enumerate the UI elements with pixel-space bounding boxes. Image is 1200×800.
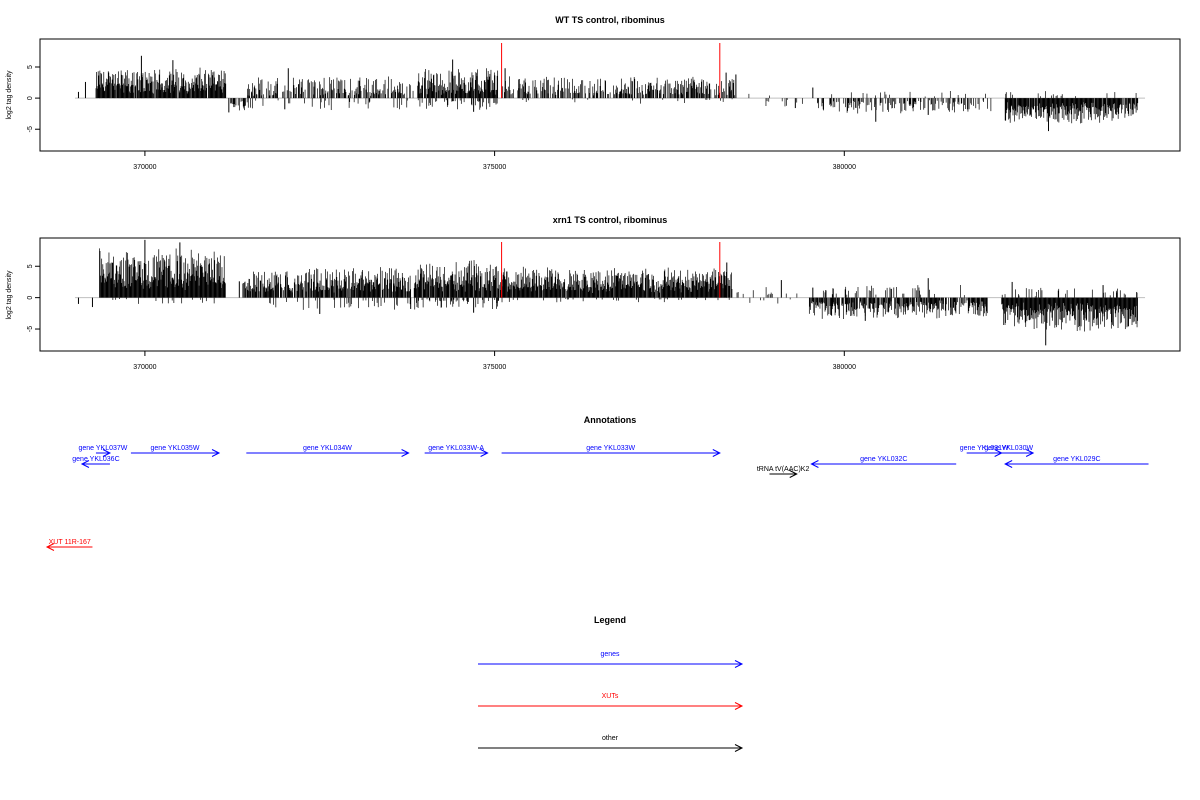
legend-arrow-head bbox=[734, 744, 744, 752]
wt-y-tick-label: 0 bbox=[27, 96, 34, 100]
annotation-feature: gene YKL036C bbox=[72, 456, 120, 468]
xrn1-y-tick-label: 5 bbox=[27, 264, 34, 268]
xrn1-panel-title: xrn1 TS control, ribominus bbox=[553, 215, 668, 225]
annotation-label: gene YKL035W bbox=[151, 445, 200, 452]
legend-item-label: other bbox=[602, 735, 619, 742]
wt-bar-group bbox=[74, 55, 1146, 132]
wt-ylabel: log2 tag density bbox=[6, 70, 13, 120]
annotation-label: gene YKL036C bbox=[72, 456, 119, 463]
wt-x-tick-label: 375000 bbox=[483, 164, 506, 171]
legend-item: XUTs bbox=[478, 693, 744, 710]
annotation-feature: gene YKL032C bbox=[810, 456, 957, 468]
legend-items: genes XUTs other bbox=[478, 651, 744, 752]
legend-item: other bbox=[478, 735, 744, 752]
annotation-arrow-head bbox=[102, 449, 112, 457]
wt-x-tick-label: 370000 bbox=[133, 164, 156, 171]
annotation-features: gene YKL037W gene YKL036C gene YKL035W gene… bbox=[45, 445, 1149, 551]
xrn1-bar-group bbox=[74, 239, 1146, 346]
annotation-arrow-head bbox=[1025, 449, 1035, 457]
wt-y-tick-label: -5 bbox=[27, 126, 34, 132]
xrn1-x-tick-label: 375000 bbox=[483, 364, 506, 371]
annotation-feature: tRNA tV(AAC)K2 bbox=[757, 466, 810, 478]
xrn1-marker-lines bbox=[501, 242, 721, 298]
wt-x-tick-label: 380000 bbox=[833, 164, 856, 171]
annotation-arrow-head bbox=[712, 449, 721, 457]
annotation-label: gene YKL030W bbox=[984, 445, 1033, 452]
xrn1-density-panel: xrn1 TS control, ribominus log2 tag dens… bbox=[6, 215, 1181, 371]
wt-x-axis: 370000 375000 380000 bbox=[133, 150, 856, 171]
annotation-arrow-head bbox=[401, 449, 410, 457]
xrn1-y-tick-label: -5 bbox=[27, 326, 34, 332]
annotation-feature: gene YKL035W bbox=[130, 445, 221, 457]
annotations-title: Annotations bbox=[584, 415, 637, 425]
annotation-feature: gene YKL029C bbox=[1004, 456, 1149, 468]
annotation-label: tRNA tV(AAC)K2 bbox=[757, 466, 810, 473]
wt-density-panel: WT TS control, ribominus log2 tag densit… bbox=[6, 15, 1181, 171]
annotation-arrow-head bbox=[789, 470, 798, 478]
wt-panel-title: WT TS control, ribominus bbox=[555, 15, 665, 25]
annotation-feature: gene YKL033W-A bbox=[424, 445, 489, 457]
legend-arrow-head bbox=[734, 702, 744, 710]
wt-y-axis: -5 0 5 bbox=[27, 65, 41, 132]
legend-item-label: genes bbox=[600, 651, 620, 658]
xrn1-x-tick-label: 370000 bbox=[133, 364, 156, 371]
wt-marker-lines bbox=[501, 43, 721, 99]
annotation-feature: gene YKL034W bbox=[246, 445, 410, 457]
annotation-feature: gene YKL037W bbox=[78, 445, 128, 457]
annotation-label: gene YKL032C bbox=[860, 456, 907, 463]
annotation-arrow-head bbox=[810, 460, 819, 468]
annotation-arrow-head bbox=[211, 449, 221, 457]
annotation-feature: gene YKL033W bbox=[501, 445, 721, 457]
annotation-feature: gene YKL030W bbox=[984, 445, 1035, 457]
legend-item-label: XUTs bbox=[602, 693, 619, 700]
annotation-label: gene YKL034W bbox=[303, 445, 352, 452]
annotation-arrow-head bbox=[80, 460, 90, 468]
legend-item: genes bbox=[478, 651, 744, 668]
annotation-label: gene YKL037W bbox=[78, 445, 127, 452]
annotation-feature: XUT 11R-167 bbox=[45, 539, 93, 551]
annotation-arrow-head bbox=[480, 449, 489, 457]
xrn1-x-axis: 370000 375000 380000 bbox=[133, 350, 856, 371]
wt-y-tick-label: 5 bbox=[27, 65, 34, 69]
annotation-label: gene YKL031W bbox=[960, 445, 1009, 452]
legend: Legend genes XUTs other bbox=[478, 615, 744, 752]
annotation-label: gene YKL033W-A bbox=[428, 445, 484, 452]
annotation-label: gene YKL029C bbox=[1053, 456, 1100, 463]
legend-arrow-head bbox=[734, 660, 744, 668]
annotation-label: gene YKL033W bbox=[586, 445, 635, 452]
xrn1-ylabel: log2 tag density bbox=[6, 270, 13, 320]
xrn1-y-axis: -5 0 5 bbox=[27, 264, 41, 332]
annotation-label: XUT 11R-167 bbox=[49, 539, 91, 546]
xrn1-y-tick-label: 0 bbox=[27, 296, 34, 300]
legend-title: Legend bbox=[594, 615, 626, 625]
annotation-arrow-head bbox=[1004, 460, 1013, 468]
xrn1-x-tick-label: 380000 bbox=[833, 364, 856, 371]
annotation-arrow-head bbox=[45, 543, 55, 551]
